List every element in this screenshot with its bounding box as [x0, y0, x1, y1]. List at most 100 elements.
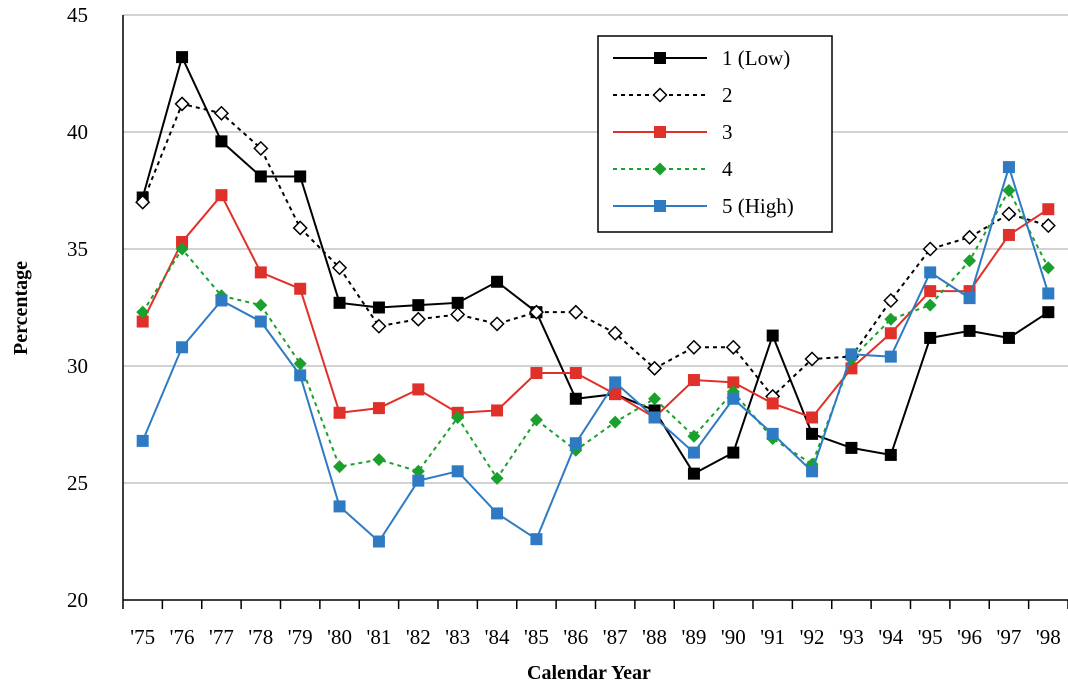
data-point: [176, 235, 189, 248]
data-point: [410, 311, 426, 327]
x-tick-label: '91: [760, 625, 785, 649]
data-point: [766, 397, 779, 410]
series-2: [135, 96, 1056, 404]
x-tick-label: '88: [642, 625, 667, 649]
y-axis-title: Percentage: [10, 261, 32, 355]
data-point: [412, 299, 425, 312]
series-group: [135, 51, 1056, 548]
series-line: [141, 188, 1050, 481]
x-tick-label: '98: [1036, 625, 1061, 649]
data-point: [491, 275, 504, 288]
legend-label: 4: [722, 157, 733, 181]
data-point: [607, 325, 623, 341]
data-point: [528, 304, 544, 320]
data-point: [490, 471, 504, 485]
data-point: [451, 296, 464, 309]
data-point: [648, 411, 661, 424]
data-point: [647, 360, 663, 376]
gridlines: [123, 14, 1068, 484]
data-point: [884, 350, 897, 363]
legend-label: 1 (Low): [722, 46, 790, 70]
data-point: [608, 415, 622, 429]
data-point: [529, 413, 543, 427]
data-point: [451, 410, 465, 424]
legend-marker: [654, 126, 666, 138]
data-point: [1002, 331, 1015, 344]
data-point: [372, 301, 385, 314]
data-point: [923, 298, 937, 312]
data-point: [1041, 261, 1055, 275]
data-point: [884, 448, 897, 461]
x-tick-label: '90: [721, 625, 746, 649]
data-point: [411, 464, 425, 478]
data-point: [333, 296, 346, 309]
y-tick-label: 20: [67, 588, 88, 612]
data-point: [727, 376, 740, 389]
x-tick-label: '92: [800, 625, 825, 649]
data-point: [1042, 203, 1055, 216]
x-tick-label: '82: [406, 625, 431, 649]
data-point: [294, 170, 307, 183]
data-point: [333, 406, 346, 419]
data-point: [963, 254, 977, 268]
series-1: [136, 51, 1055, 480]
legend-label: 3: [722, 120, 733, 144]
x-tick-label: '86: [563, 625, 588, 649]
data-point: [292, 220, 308, 236]
data-point: [687, 374, 700, 387]
y-tick-label: 30: [67, 354, 88, 378]
data-point: [254, 266, 267, 279]
legend: 1 (Low) 2 3 4 5 (High): [597, 35, 833, 233]
legend-marker: [654, 200, 666, 212]
data-point: [963, 292, 976, 305]
data-point: [569, 392, 582, 405]
legend-marker: [652, 87, 668, 103]
data-point: [450, 306, 466, 323]
x-tick-label: '93: [839, 625, 864, 649]
legend-entry: 1 (Low): [613, 46, 790, 70]
y-tick-labels: 20 25 30 35 40 45: [67, 3, 88, 612]
data-point: [254, 298, 268, 312]
data-point: [687, 429, 701, 443]
x-tick-label: '76: [170, 625, 195, 649]
data-point: [530, 533, 543, 546]
data-point: [568, 304, 584, 320]
x-tick-label: '81: [367, 625, 392, 649]
data-point: [176, 51, 189, 64]
x-tick-label: '89: [682, 625, 707, 649]
y-tick-label: 25: [67, 471, 88, 495]
data-point: [372, 453, 386, 467]
data-point: [215, 189, 228, 202]
legend-entry: 3: [613, 120, 733, 144]
x-tick-label: '95: [918, 625, 943, 649]
data-point: [806, 465, 819, 478]
data-point: [254, 170, 267, 183]
series-4: [136, 184, 1055, 485]
data-point: [254, 315, 267, 328]
x-tick-label: '75: [130, 625, 155, 649]
data-point: [569, 367, 582, 380]
legend-label: 2: [722, 83, 733, 107]
x-tick-labels: '75 '76 '77 '78 '79 '80 '81 '82 '83 '84 '85 '86 '87 '…: [130, 625, 1060, 649]
data-point: [1042, 306, 1055, 319]
data-point: [924, 331, 937, 344]
data-point: [924, 266, 937, 279]
data-point: [136, 434, 149, 447]
data-point: [845, 348, 858, 361]
series-line: [141, 163, 1050, 544]
legend-entry: 4: [613, 157, 733, 181]
data-point: [1002, 228, 1015, 241]
data-point: [175, 242, 189, 256]
data-point: [1002, 161, 1015, 174]
data-point: [1040, 218, 1056, 234]
data-point: [845, 441, 858, 454]
x-axis-title: Calendar Year: [527, 662, 651, 684]
x-tick-label: '79: [288, 625, 313, 649]
data-point: [136, 305, 150, 319]
x-tick-label: '78: [248, 625, 273, 649]
x-tick-label: '97: [997, 625, 1022, 649]
series-3: [136, 189, 1055, 424]
data-point: [294, 369, 307, 382]
data-point: [372, 535, 385, 548]
data-point: [530, 367, 543, 380]
